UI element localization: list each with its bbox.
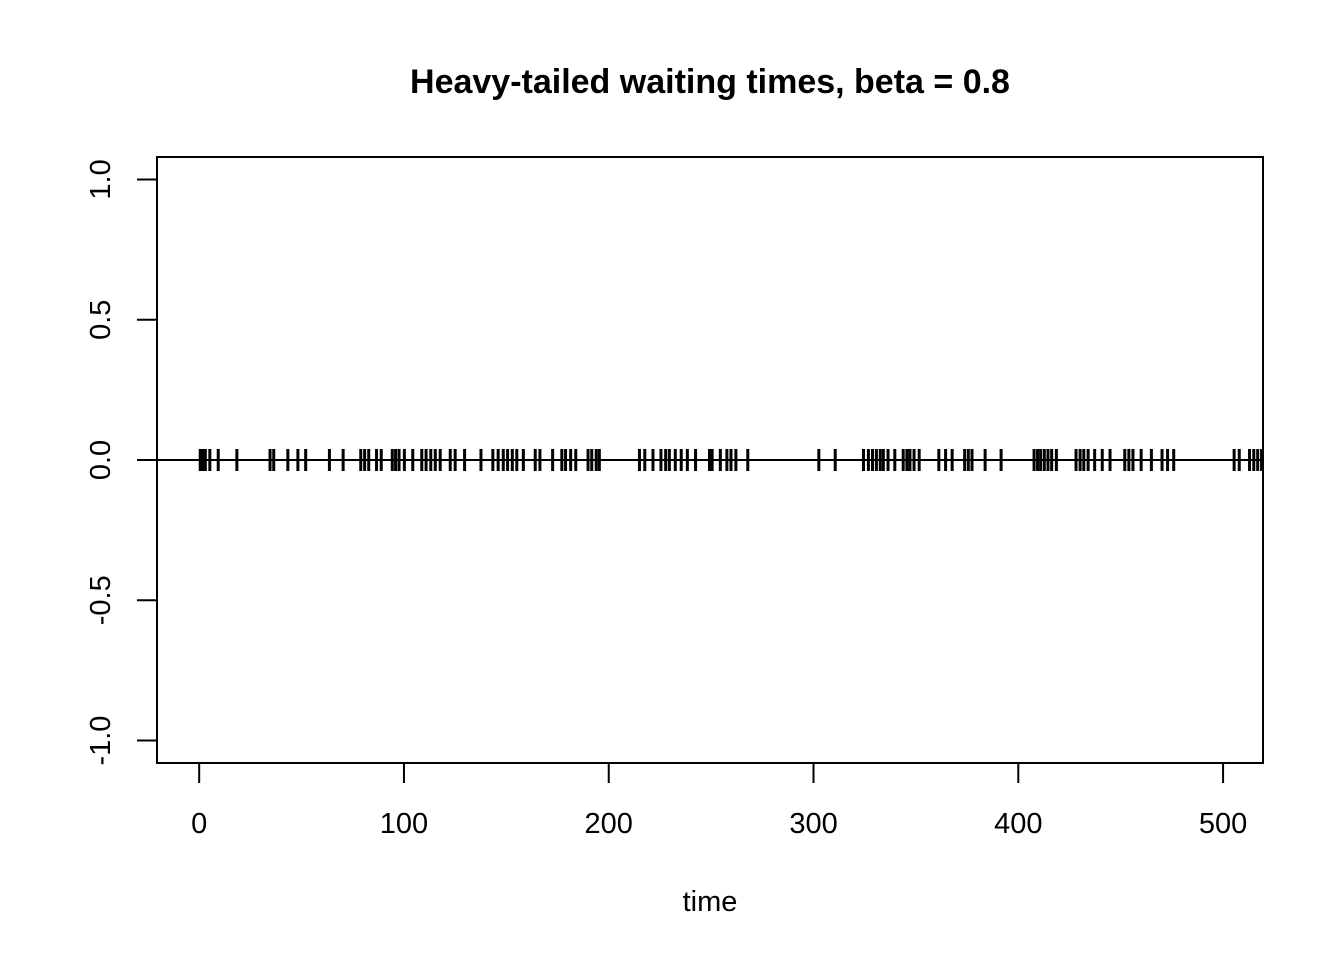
x-tick-label: 200 [585,808,633,840]
x-tick-label: 0 [191,808,207,840]
x-tick-label: 300 [789,808,837,840]
y-tick-label: 1.0 [85,159,117,199]
y-tick-label: -1.0 [85,716,117,766]
x-tick-label: 500 [1199,808,1247,840]
x-tick-label: 100 [380,808,428,840]
x-tick-label: 400 [994,808,1042,840]
y-tick-label: 0.5 [85,300,117,340]
x-axis: 0 100 200 300 400 500 [191,762,1247,840]
y-tick-label: -0.5 [85,575,117,625]
y-tick-label: 0.0 [85,440,117,480]
chart-title: Heavy-tailed waiting times, beta = 0.8 [410,63,1010,101]
rug-marks [198,449,1264,471]
y-axis: -1.0 -0.5 0.0 0.5 1.0 [85,159,158,766]
x-axis-label: time [683,886,738,918]
